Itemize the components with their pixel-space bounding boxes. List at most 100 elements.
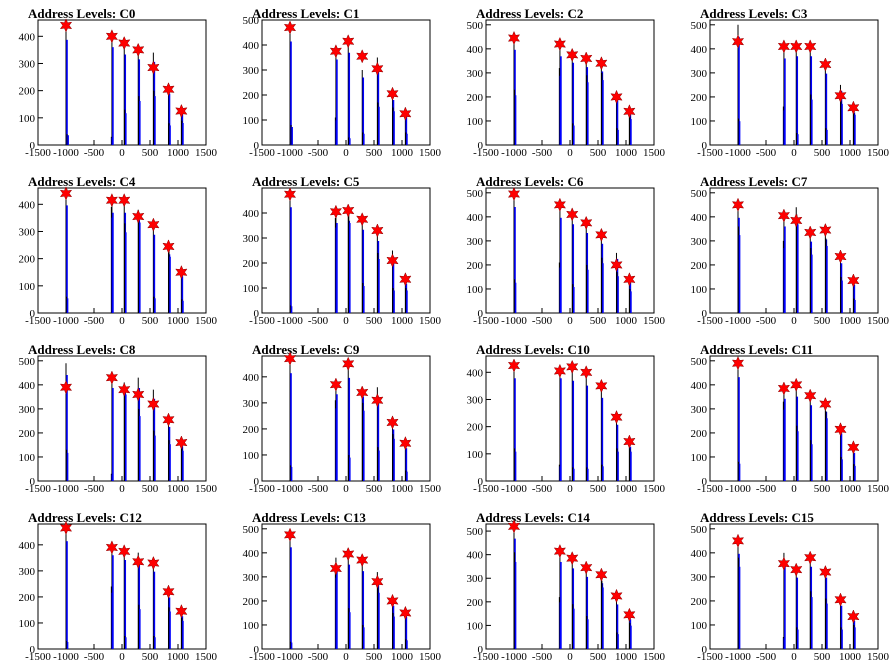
x-tick-label: -1500 [249, 651, 275, 663]
peak-marker [790, 377, 803, 392]
peak-marker [283, 20, 297, 35]
x-tick-label: 1500 [419, 315, 442, 327]
chart-panel: Address Levels: C11 0 100 200 300 400 500 -1500… [691, 342, 890, 495]
x-tick-label: -1000 [53, 483, 79, 495]
peak-marker [819, 564, 832, 580]
y-tick-label: 100 [467, 116, 484, 128]
x-tick-label: 1500 [419, 147, 442, 159]
x-tick-label: 0 [791, 315, 797, 327]
y-tick-label: 0 [702, 476, 708, 488]
chart-title: Address Levels: C10 [476, 342, 590, 357]
peak-marker [162, 412, 175, 427]
peak-marker [132, 387, 145, 402]
y-tick-label: 400 [467, 367, 484, 379]
peak-marker [847, 440, 860, 455]
peak-marker [283, 187, 297, 202]
peak-marker [132, 42, 145, 58]
peak-marker [329, 204, 343, 219]
chart-panel: Address Levels: C10100200300400500-1500-… [243, 6, 442, 159]
plot-frame [37, 523, 207, 650]
y-tick-label: 0 [30, 644, 36, 656]
x-tick-label: 1000 [391, 315, 414, 327]
y-tick-label: 0 [254, 476, 260, 488]
plot-frame [709, 355, 879, 482]
x-tick-label: -1500 [473, 651, 499, 663]
y-tick-label: 300 [19, 566, 36, 578]
x-tick-label: 0 [343, 147, 349, 159]
peak-marker [105, 370, 119, 385]
peak-marker [105, 193, 119, 208]
chart-title: Address Levels: C2 [476, 6, 583, 21]
peak-marker [623, 272, 636, 287]
x-tick-label: -1500 [697, 483, 723, 495]
y-tick-label: 0 [30, 140, 36, 152]
x-tick-label: -1500 [25, 147, 51, 159]
y-tick-label: 200 [19, 254, 36, 266]
plot-frame [261, 355, 431, 482]
x-tick-label: -1500 [25, 315, 51, 327]
y-tick-label: 400 [467, 550, 484, 562]
y-tick-label: 200 [467, 422, 484, 434]
chart-panel: Address Levels: C20100200300400500-1500-… [467, 6, 666, 159]
x-tick-label: 500 [142, 315, 159, 327]
y-tick-label: 500 [467, 526, 484, 538]
y-tick-label: 200 [19, 428, 36, 440]
y-tick-label: 300 [19, 404, 36, 416]
x-tick-label: -1500 [473, 483, 499, 495]
x-tick-label: -500 [84, 651, 105, 663]
y-tick-label: 500 [691, 20, 708, 32]
y-tick-label: 100 [243, 283, 260, 295]
x-tick-label: -500 [756, 483, 777, 495]
y-tick-label: 0 [254, 644, 260, 656]
peak-marker [847, 609, 860, 624]
peak-marker [342, 34, 355, 49]
peak-marker [790, 562, 803, 577]
x-tick-label: -500 [532, 315, 553, 327]
peak-marker [356, 552, 369, 568]
peak-marker [566, 207, 579, 222]
chart-title: Address Levels: C11 [700, 342, 813, 357]
y-tick-label: 0 [478, 308, 484, 320]
x-tick-label: -1000 [53, 651, 79, 663]
y-tick-label: 200 [467, 260, 484, 272]
y-tick-label: 400 [243, 40, 260, 52]
y-tick-label: 400 [691, 44, 708, 56]
x-tick-label: 1500 [195, 483, 218, 495]
peak-marker [386, 593, 399, 609]
y-tick-label: 0 [30, 308, 36, 320]
y-tick-label: 200 [19, 86, 36, 98]
y-tick-label: 100 [243, 620, 260, 632]
x-tick-label: -1500 [249, 315, 275, 327]
peak-marker [847, 273, 860, 288]
x-tick-label: 1000 [391, 651, 414, 663]
x-tick-label: -1000 [277, 483, 303, 495]
peak-marker [399, 436, 412, 451]
peak-marker [342, 203, 355, 218]
x-tick-label: -500 [532, 483, 553, 495]
y-tick-label: 300 [19, 226, 36, 238]
y-tick-label: 400 [243, 372, 260, 384]
x-tick-label: 1500 [195, 651, 218, 663]
peak-marker [595, 227, 608, 243]
peak-marker [731, 533, 745, 548]
y-tick-label: 400 [19, 540, 36, 552]
peak-marker [777, 381, 791, 396]
peak-marker [623, 434, 636, 449]
chart-title: Address Levels: C9 [252, 342, 360, 357]
x-tick-label: 0 [791, 483, 797, 495]
y-tick-label: 300 [243, 398, 260, 410]
chart-title: Address Levels: C7 [700, 174, 808, 189]
x-tick-label: 500 [366, 315, 383, 327]
peak-marker [731, 34, 745, 49]
chart-panel: Address Levels: C30100200300400500-1500-… [691, 6, 890, 159]
chart-title: Address Levels: C4 [28, 174, 136, 189]
x-tick-label: 1000 [391, 147, 414, 159]
peak-marker [819, 57, 832, 72]
y-tick-label: 500 [691, 356, 708, 368]
x-tick-label: 1000 [839, 315, 862, 327]
y-tick-label: 0 [254, 140, 260, 152]
y-tick-label: 100 [467, 620, 484, 632]
y-tick-label: 400 [19, 380, 36, 392]
y-tick-label: 200 [243, 258, 260, 270]
